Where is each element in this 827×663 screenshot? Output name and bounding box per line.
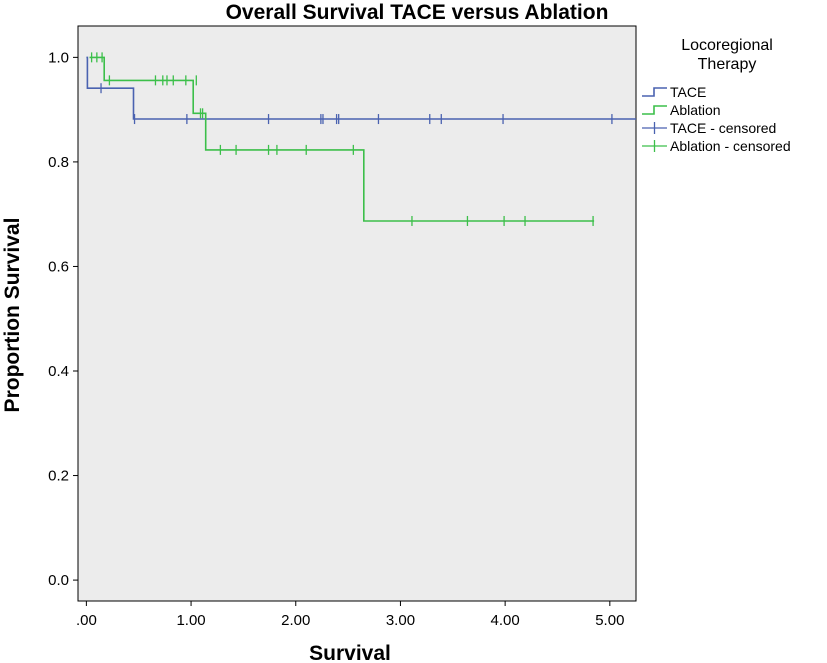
plot-area (77, 25, 637, 602)
y-axis-title: Proportion Survival (1, 218, 24, 413)
legend-title-line-1: Locoregional (681, 37, 773, 54)
legend-title-line-2: Therapy (698, 56, 757, 73)
legend-swatch-ablation (642, 105, 667, 115)
x-tick-label: 5.00 (595, 612, 624, 629)
legend-label-tace-censored: TACE - censored (670, 120, 776, 136)
series-layer (86, 52, 636, 226)
y-tick-label: 0.2 (48, 468, 69, 485)
y-tick-label: 0.8 (48, 154, 69, 171)
x-tick-label: 3.00 (386, 612, 415, 629)
x-axis: .00 1.00 2.00 3.00 4.00 5.00 (76, 601, 624, 629)
y-tick-label: 0.6 (48, 258, 69, 275)
x-axis-title: Survival (309, 642, 391, 663)
legend-label-ablation: Ablation (670, 102, 721, 118)
y-axis: 0.0 0.2 0.4 0.6 0.8 1.0 (48, 49, 78, 589)
tace-survival-curve (86, 56, 636, 120)
legend-label-tace: TACE (670, 84, 706, 100)
y-tick-label: 0.4 (48, 363, 69, 380)
x-tick-label: 4.00 (491, 612, 520, 629)
y-tick-label: 1.0 (48, 49, 69, 66)
legend: Locoregional Therapy TACE Ablation TACE - … (642, 37, 791, 154)
legend-swatch-tace (642, 87, 667, 97)
legend-label-ablation-censored: Ablation - censored (670, 138, 791, 154)
x-tick-label: .00 (76, 612, 97, 629)
x-tick-label: 1.00 (176, 612, 205, 629)
x-tick-label: 2.00 (281, 612, 310, 629)
y-tick-label: 0.0 (48, 572, 69, 589)
chart-title: Overall Survival TACE versus Ablation (226, 1, 609, 24)
ablation-survival-curve (89, 56, 595, 222)
